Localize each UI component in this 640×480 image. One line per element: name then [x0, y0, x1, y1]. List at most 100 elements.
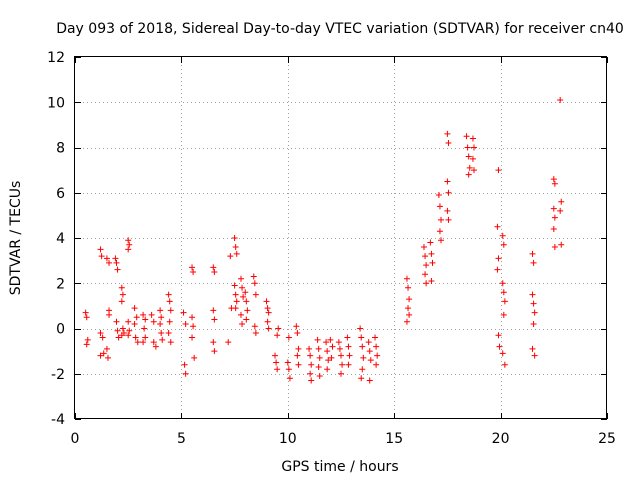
data-point: [141, 325, 148, 332]
data-point: [358, 375, 365, 382]
data-point: [152, 343, 159, 350]
data-point: [551, 244, 558, 251]
data-point: [550, 225, 557, 232]
data-point: [335, 339, 342, 346]
data-point: [113, 318, 120, 325]
data-point: [106, 311, 113, 318]
data-point: [316, 373, 323, 380]
data-point: [274, 366, 281, 373]
y-tick-label: 0: [56, 322, 65, 338]
data-point: [167, 307, 174, 314]
data-point: [445, 139, 452, 146]
data-point: [98, 253, 105, 260]
data-point: [529, 291, 536, 298]
data-point: [210, 307, 217, 314]
data-point: [358, 334, 365, 341]
data-point: [558, 198, 565, 205]
data-point: [150, 318, 157, 325]
data-point: [118, 332, 125, 339]
data-point: [307, 352, 314, 359]
data-point: [210, 264, 217, 271]
data-point: [142, 316, 149, 323]
data-point: [158, 314, 165, 321]
data-point: [469, 135, 476, 142]
data-point: [406, 296, 413, 303]
data-point: [264, 318, 271, 325]
data-point: [403, 275, 410, 282]
data-point: [264, 305, 271, 312]
data-point: [323, 339, 330, 346]
y-tick-label: 4: [56, 231, 65, 247]
data-point: [210, 339, 217, 346]
y-tick-label: 10: [47, 95, 65, 111]
data-point: [444, 130, 451, 137]
data-point: [263, 298, 270, 305]
data-point: [211, 316, 218, 323]
data-point: [243, 298, 250, 305]
data-point: [189, 334, 196, 341]
data-point: [227, 253, 234, 260]
data-point: [99, 334, 106, 341]
data-point: [233, 298, 240, 305]
data-point: [237, 311, 244, 318]
data-point: [189, 264, 196, 271]
data-point: [97, 330, 104, 337]
data-point: [427, 239, 434, 246]
data-point: [232, 291, 239, 298]
data-point: [500, 289, 507, 296]
data-point: [182, 320, 189, 327]
data-point: [444, 178, 451, 185]
data-point: [466, 164, 473, 171]
data-point: [336, 345, 343, 352]
data-point: [125, 237, 132, 244]
data-point: [373, 343, 380, 350]
data-point: [373, 361, 380, 368]
chart-title: Day 093 of 2018, Sidereal Day-to-day VTE…: [56, 21, 624, 37]
data-point: [211, 348, 218, 355]
y-tick-label: -2: [51, 367, 65, 383]
data-point: [118, 298, 125, 305]
data-point: [436, 203, 443, 210]
data-point: [97, 352, 104, 359]
data-point: [531, 352, 538, 359]
data-point: [445, 216, 452, 223]
data-point: [495, 167, 502, 174]
data-point: [557, 207, 564, 214]
data-point: [495, 255, 502, 262]
data-point: [294, 330, 301, 337]
data-point: [157, 320, 164, 327]
data-point: [165, 291, 172, 298]
data-point: [240, 293, 247, 300]
data-point: [494, 223, 501, 230]
data-point: [308, 377, 315, 384]
tick-labels: 0 5 10 15 20 25 -4 -2 0 2 4 6 8 10 12: [47, 50, 616, 447]
data-point: [131, 320, 138, 327]
data-point: [308, 361, 315, 368]
data-point: [531, 309, 538, 316]
data-point: [530, 259, 537, 266]
data-point: [529, 345, 536, 352]
y-tick-label: 2: [56, 276, 65, 292]
data-point: [83, 341, 90, 348]
data-point: [501, 298, 508, 305]
plot-frame: [74, 56, 607, 419]
data-point: [499, 232, 506, 239]
data-points: [82, 96, 565, 384]
data-point: [103, 345, 110, 352]
data-point: [551, 214, 558, 221]
x-tick-label: 25: [598, 431, 616, 447]
data-point: [167, 339, 174, 346]
data-point: [113, 259, 120, 266]
data-point: [367, 357, 374, 364]
data-point: [438, 216, 445, 223]
data-point: [166, 298, 173, 305]
data-point: [231, 235, 238, 241]
data-point: [148, 311, 155, 318]
x-axis-label: GPS time / hours: [281, 459, 398, 475]
data-point: [366, 377, 373, 384]
data-point: [550, 205, 557, 212]
data-point: [244, 307, 251, 314]
data-point: [345, 361, 352, 368]
data-point: [251, 323, 258, 330]
data-point: [231, 282, 238, 289]
